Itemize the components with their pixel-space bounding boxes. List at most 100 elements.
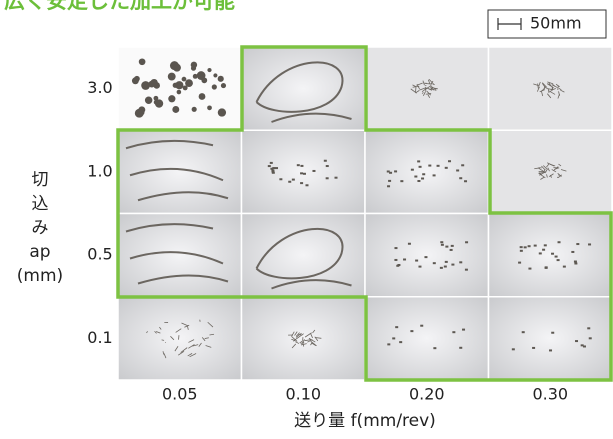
chip (255, 61, 352, 123)
chip (432, 83, 435, 86)
chip (304, 339, 312, 342)
chip (464, 180, 468, 183)
chip (155, 331, 161, 334)
chip (540, 176, 545, 180)
chip (271, 169, 275, 172)
chip (296, 333, 304, 339)
chip (177, 350, 185, 356)
chip (172, 63, 181, 72)
chip (547, 93, 552, 99)
chip (295, 341, 300, 344)
chip (196, 71, 206, 80)
chips (518, 241, 592, 270)
chip (427, 94, 431, 98)
chip-photo (117, 212, 243, 298)
chip (325, 165, 329, 168)
chip (209, 333, 215, 336)
chip (312, 169, 316, 172)
chip (547, 167, 550, 172)
chip (541, 91, 544, 97)
chip (443, 265, 447, 268)
chip (465, 241, 469, 244)
y-axis-label: 込 (32, 194, 49, 214)
chip (271, 171, 275, 174)
chip (464, 268, 468, 271)
chip (394, 258, 398, 261)
chip (175, 328, 182, 333)
chip (551, 252, 555, 255)
chip (304, 332, 312, 338)
chip (543, 244, 547, 247)
chip (410, 168, 414, 171)
chip (558, 174, 562, 177)
chip (573, 260, 577, 263)
chip (421, 177, 425, 180)
y-axis-label: み (32, 218, 49, 238)
chip (310, 340, 317, 347)
chip (407, 242, 411, 245)
chip (538, 252, 542, 255)
chip (425, 92, 432, 95)
chip (295, 332, 302, 338)
x-tick-label: 0.30 (532, 385, 568, 404)
chip (440, 243, 444, 246)
chip (523, 246, 527, 249)
chip-photo (117, 296, 243, 381)
chip (552, 84, 556, 87)
chip (557, 85, 559, 91)
chip (418, 165, 422, 168)
chip (532, 346, 536, 349)
chip (176, 89, 182, 95)
chip (456, 169, 460, 172)
chip (141, 81, 151, 90)
chip (271, 170, 275, 173)
chip (546, 87, 552, 90)
chip (546, 174, 548, 178)
chip (180, 347, 188, 353)
chip (188, 339, 195, 343)
chip (541, 82, 548, 88)
chip (302, 172, 306, 175)
chip (174, 346, 179, 352)
chip (397, 263, 401, 266)
chip (560, 89, 565, 93)
chip (558, 91, 560, 96)
chip (433, 347, 437, 350)
chip (395, 326, 399, 329)
chip-photo (487, 296, 613, 381)
chip (189, 353, 197, 358)
chip (415, 259, 419, 262)
chip (452, 331, 456, 334)
chip (511, 348, 515, 351)
chip-photo (487, 212, 613, 298)
chip (588, 337, 592, 340)
chip (555, 83, 560, 88)
chip (154, 99, 164, 108)
chip (270, 167, 274, 170)
chip (544, 266, 548, 269)
chip (587, 327, 591, 330)
x-axis-label: 送り量 f(mm/rev) (294, 411, 436, 431)
chip (542, 83, 546, 88)
chip (213, 73, 218, 78)
chips (255, 227, 352, 290)
chip (539, 89, 546, 93)
chip (201, 337, 206, 342)
chip (291, 331, 295, 337)
chip (159, 326, 162, 330)
x-tick-label: 0.20 (409, 385, 445, 404)
empty-cell (487, 46, 613, 131)
chip (546, 163, 550, 168)
chip (185, 79, 193, 88)
chips (146, 319, 215, 359)
chips (267, 159, 338, 187)
chip (459, 177, 463, 180)
chip (536, 86, 540, 92)
chip (394, 170, 398, 173)
chip (557, 241, 561, 244)
chip (422, 91, 426, 96)
chip (167, 72, 176, 81)
chip (548, 90, 556, 95)
chip (518, 261, 522, 264)
